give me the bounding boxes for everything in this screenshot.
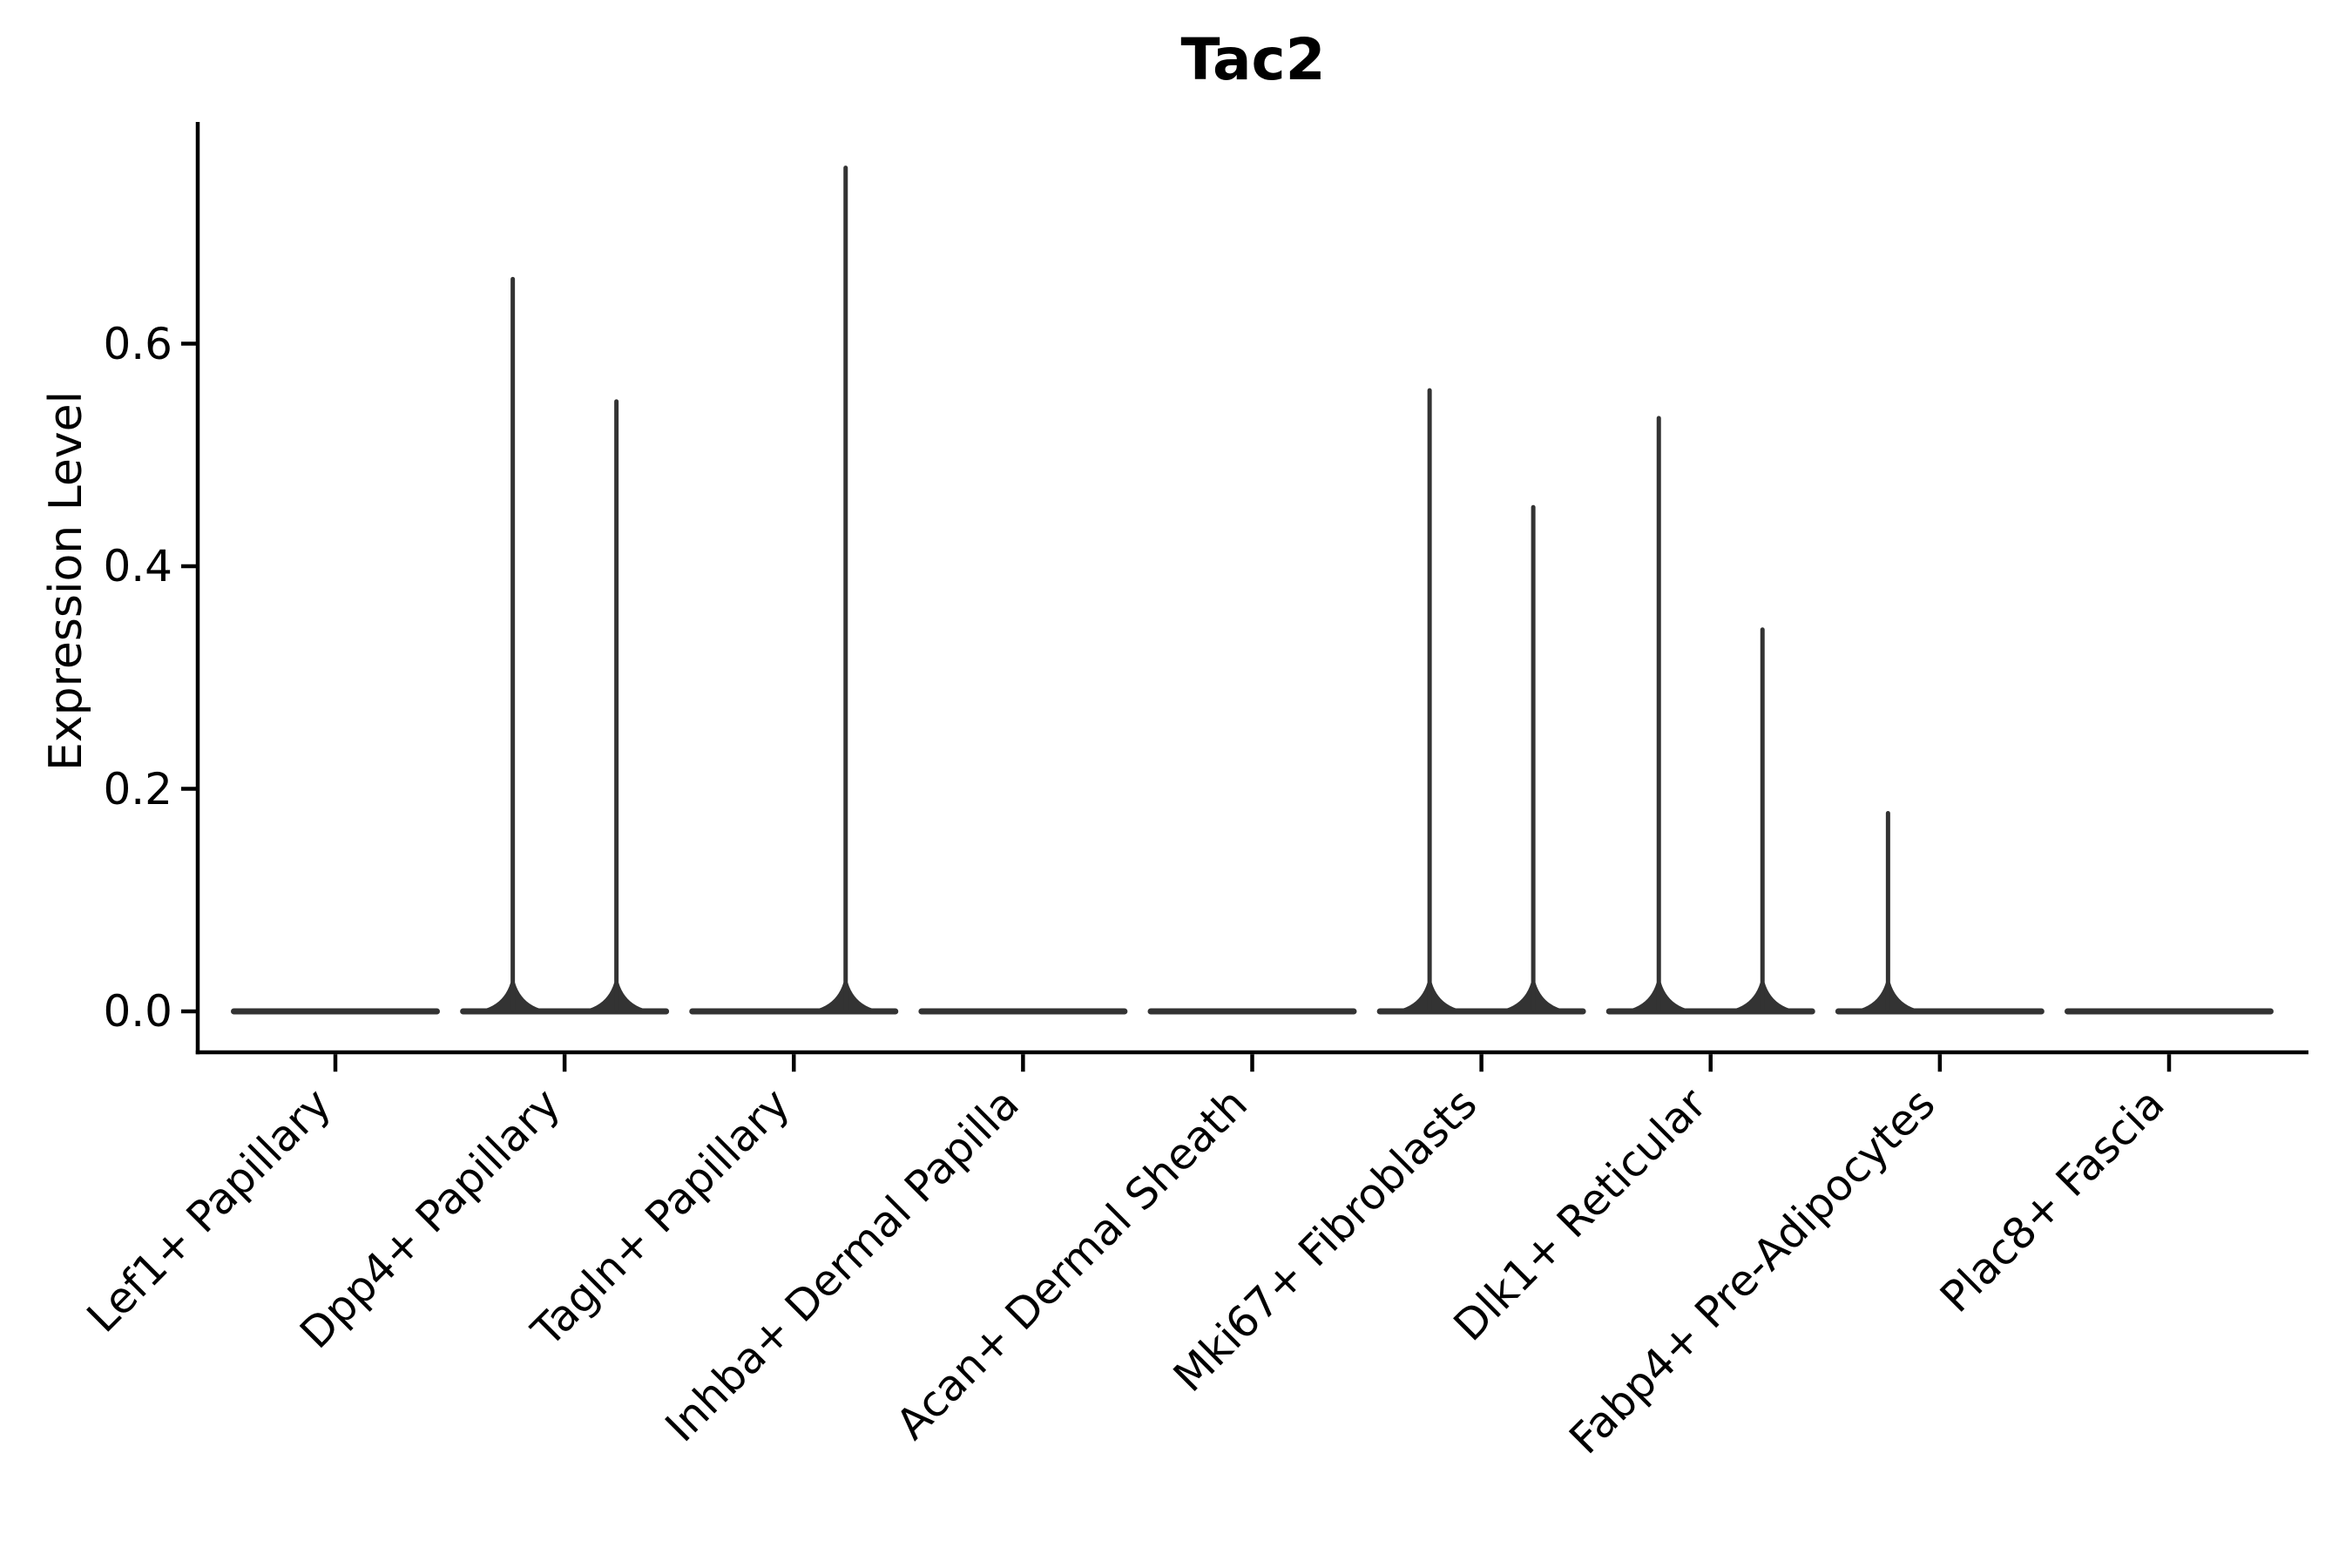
- y-tick-label: 0.4: [103, 541, 172, 591]
- y-axis-label: Expression Level: [40, 390, 92, 772]
- y-tick-label: 0.6: [103, 318, 172, 369]
- y-tick-label: 0.2: [103, 763, 172, 814]
- chart-title: Tac2: [1180, 26, 1326, 93]
- y-tick-label: 0.0: [103, 986, 172, 1037]
